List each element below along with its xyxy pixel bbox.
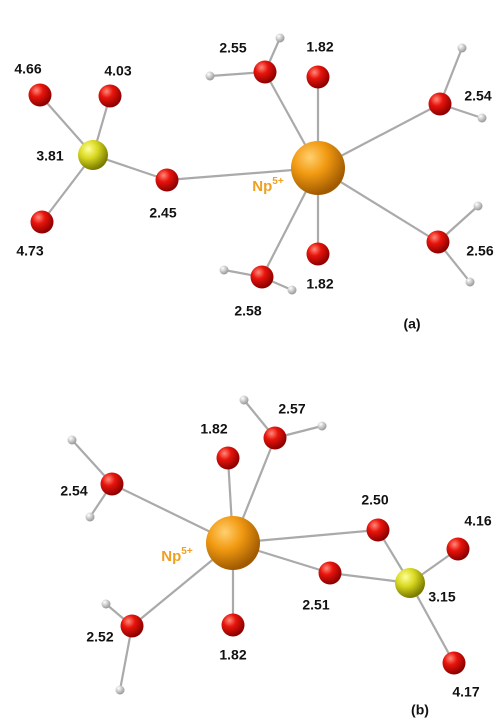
oxygen-atom bbox=[443, 652, 466, 675]
oxygen-atom bbox=[427, 231, 450, 254]
oxygen-label: 2.57 bbox=[278, 401, 305, 417]
oxygen-atom bbox=[222, 614, 245, 637]
oxygen-label: 2.51 bbox=[302, 597, 329, 613]
oxygen-atom bbox=[29, 84, 52, 107]
oxygen-atom bbox=[217, 447, 240, 470]
hydrogen-atom bbox=[478, 114, 487, 123]
oxygen-atom bbox=[264, 427, 287, 450]
oxygen-label: 1.82 bbox=[306, 39, 333, 55]
oxygen-atom bbox=[319, 562, 342, 585]
oxygen-atom bbox=[121, 615, 144, 638]
oxygen-label: 1.82 bbox=[306, 276, 333, 292]
ion-charge: 5+ bbox=[181, 546, 193, 557]
oxygen-atom bbox=[156, 169, 179, 192]
oxygen-label: 4.66 bbox=[14, 61, 41, 77]
oxygen-atom bbox=[254, 61, 277, 84]
neptunium-atom bbox=[291, 141, 345, 195]
oxygen-atom bbox=[251, 266, 274, 289]
ion-label: Np5+ bbox=[252, 176, 284, 195]
oxygen-label: 2.56 bbox=[466, 243, 493, 259]
panel-label: (b) bbox=[411, 702, 429, 718]
oxygen-label: 2.52 bbox=[86, 629, 113, 645]
hydrogen-atom bbox=[458, 44, 467, 53]
panel-label: (a) bbox=[403, 316, 420, 332]
ion-label: Np5+ bbox=[161, 546, 193, 565]
hydrogen-atom bbox=[318, 422, 327, 431]
ion-symbol: Np bbox=[252, 178, 272, 195]
oxygen-atom bbox=[429, 93, 452, 116]
oxygen-label: 2.50 bbox=[361, 492, 388, 508]
hydrogen-atom bbox=[276, 34, 285, 43]
oxygen-label: 4.16 bbox=[464, 513, 491, 529]
ion-charge: 5+ bbox=[272, 176, 284, 187]
oxygen-label: 2.55 bbox=[219, 40, 246, 56]
oxygen-atom bbox=[31, 211, 54, 234]
hydrogen-atom bbox=[116, 686, 125, 695]
labels: 4.66 4.03 4.73 2.45 2.55 1.82 2.54 2.56 … bbox=[14, 39, 493, 718]
oxygen-label: 4.03 bbox=[104, 63, 131, 79]
oxygen-label: 4.17 bbox=[452, 684, 479, 700]
oxygen-label: 4.73 bbox=[16, 243, 43, 259]
hydrogen-atom bbox=[474, 202, 483, 211]
hydrogen-atom bbox=[86, 513, 95, 522]
hydrogen-atom bbox=[240, 396, 249, 405]
sulfur-label: 3.15 bbox=[428, 589, 455, 605]
hydrogen-atom bbox=[68, 436, 77, 445]
hydrogen-atom bbox=[102, 600, 111, 609]
figure: 4.66 4.03 4.73 2.45 2.55 1.82 2.54 2.56 … bbox=[0, 0, 500, 719]
sulfur-label: 3.81 bbox=[36, 148, 63, 164]
molecules bbox=[29, 34, 487, 695]
oxygen-atom bbox=[307, 66, 330, 89]
hydrogen-atom bbox=[220, 266, 229, 275]
oxygen-atom bbox=[101, 473, 124, 496]
hydrogen-atom bbox=[466, 278, 475, 287]
oxygen-atom bbox=[447, 538, 470, 561]
oxygen-label: 2.54 bbox=[60, 483, 87, 499]
oxygen-label: 1.82 bbox=[219, 647, 246, 663]
neptunium-atom bbox=[206, 516, 260, 570]
oxygen-atom bbox=[367, 519, 390, 542]
hydrogen-atom bbox=[206, 72, 215, 81]
oxygen-label: 2.45 bbox=[149, 205, 176, 221]
oxygen-atom bbox=[99, 85, 122, 108]
oxygen-label: 2.54 bbox=[464, 88, 491, 104]
sulfur-atom bbox=[78, 140, 108, 170]
oxygen-atom bbox=[307, 243, 330, 266]
oxygen-label: 1.82 bbox=[200, 421, 227, 437]
hydrogen-atom bbox=[288, 286, 297, 295]
oxygen-label: 2.58 bbox=[234, 303, 261, 319]
ion-symbol: Np bbox=[161, 548, 181, 565]
sulfur-atom bbox=[395, 568, 425, 598]
